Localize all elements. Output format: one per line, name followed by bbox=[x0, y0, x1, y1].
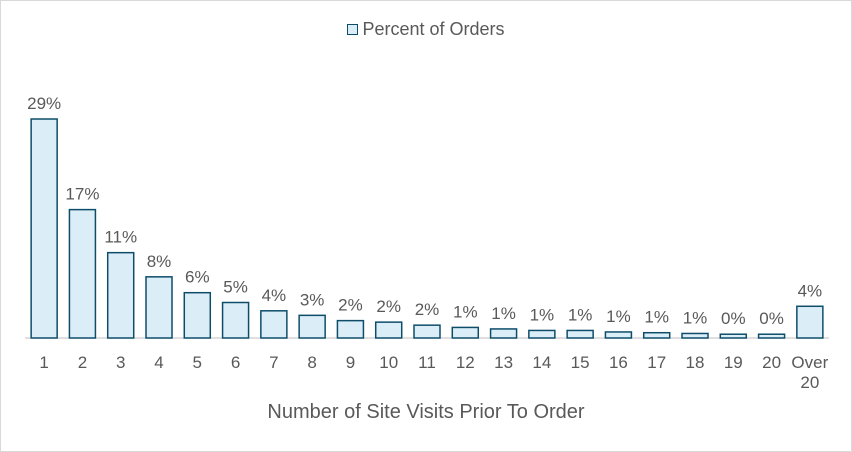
data-label: 1% bbox=[644, 308, 669, 327]
data-label: 0% bbox=[721, 309, 746, 328]
x-tick-label: 13 bbox=[494, 353, 513, 372]
x-tick-label: Over bbox=[791, 353, 828, 372]
data-label: 17% bbox=[65, 185, 99, 204]
data-label: 2% bbox=[415, 300, 440, 319]
data-label: 2% bbox=[338, 296, 363, 315]
data-label: 1% bbox=[491, 304, 516, 323]
x-tick-label: 12 bbox=[456, 353, 475, 372]
data-label: 2% bbox=[376, 297, 401, 316]
x-tick-label: 8 bbox=[307, 353, 316, 372]
bar-20 bbox=[757, 333, 786, 339]
bar-10 bbox=[374, 321, 403, 339]
x-tick-label: 10 bbox=[379, 353, 398, 372]
bar-13 bbox=[489, 328, 518, 339]
data-label: 1% bbox=[530, 305, 555, 324]
bar-14 bbox=[528, 329, 556, 339]
x-tick-label: 17 bbox=[647, 353, 666, 372]
x-tick-label: 19 bbox=[724, 353, 743, 372]
data-label: 11% bbox=[104, 228, 137, 247]
bar-15 bbox=[566, 329, 594, 339]
data-label: 1% bbox=[606, 307, 631, 326]
bar-17 bbox=[642, 331, 671, 339]
data-label: 29% bbox=[27, 94, 61, 113]
x-tick-label: 2 bbox=[78, 353, 87, 372]
data-label: 1% bbox=[683, 308, 708, 327]
x-tick-label: 1 bbox=[39, 353, 48, 372]
x-tick-label: 14 bbox=[532, 353, 551, 372]
x-tick-label: 16 bbox=[609, 353, 628, 372]
legend-label: Percent of Orders bbox=[362, 19, 505, 39]
data-label: 8% bbox=[147, 252, 172, 271]
data-label: 4% bbox=[262, 286, 287, 305]
legend: Percent of Orders bbox=[1, 19, 851, 40]
bar-over-20 bbox=[796, 305, 824, 339]
data-label: 1% bbox=[568, 305, 593, 324]
bar-18 bbox=[681, 332, 709, 339]
bar-8 bbox=[298, 314, 326, 339]
bar-16 bbox=[604, 331, 633, 339]
data-label: 6% bbox=[185, 268, 210, 287]
data-label: 1% bbox=[453, 302, 478, 321]
x-tick-label: 18 bbox=[686, 353, 705, 372]
bar-5 bbox=[183, 291, 212, 339]
x-tick-label: 5 bbox=[193, 353, 202, 372]
bar-19 bbox=[719, 333, 748, 339]
x-tick-label: 6 bbox=[231, 353, 240, 372]
bar-4 bbox=[145, 276, 173, 339]
bar-6 bbox=[221, 301, 250, 339]
x-tick-label: 15 bbox=[571, 353, 590, 372]
bar-11 bbox=[413, 324, 441, 339]
data-label: 0% bbox=[759, 309, 784, 328]
bar-9 bbox=[336, 319, 365, 339]
x-tick-label: 4 bbox=[154, 353, 163, 372]
data-label: 5% bbox=[223, 278, 248, 297]
data-label: 4% bbox=[798, 281, 823, 300]
data-label: 3% bbox=[300, 290, 325, 309]
bar-3 bbox=[106, 251, 135, 339]
bar-12 bbox=[451, 326, 480, 339]
bar-2 bbox=[68, 208, 97, 339]
x-axis-title: Number of Site Visits Prior To Order bbox=[267, 401, 585, 423]
legend-swatch bbox=[347, 24, 359, 35]
x-tick-label: 11 bbox=[418, 353, 436, 372]
x-tick-label: 20 bbox=[762, 353, 781, 372]
x-tick-label: 7 bbox=[269, 353, 278, 372]
x-tick-label: 3 bbox=[116, 353, 125, 372]
bar-1 bbox=[30, 118, 58, 339]
bar-7 bbox=[260, 310, 288, 339]
x-tick-label: 9 bbox=[346, 353, 355, 372]
x-tick-label: 20 bbox=[800, 373, 819, 392]
